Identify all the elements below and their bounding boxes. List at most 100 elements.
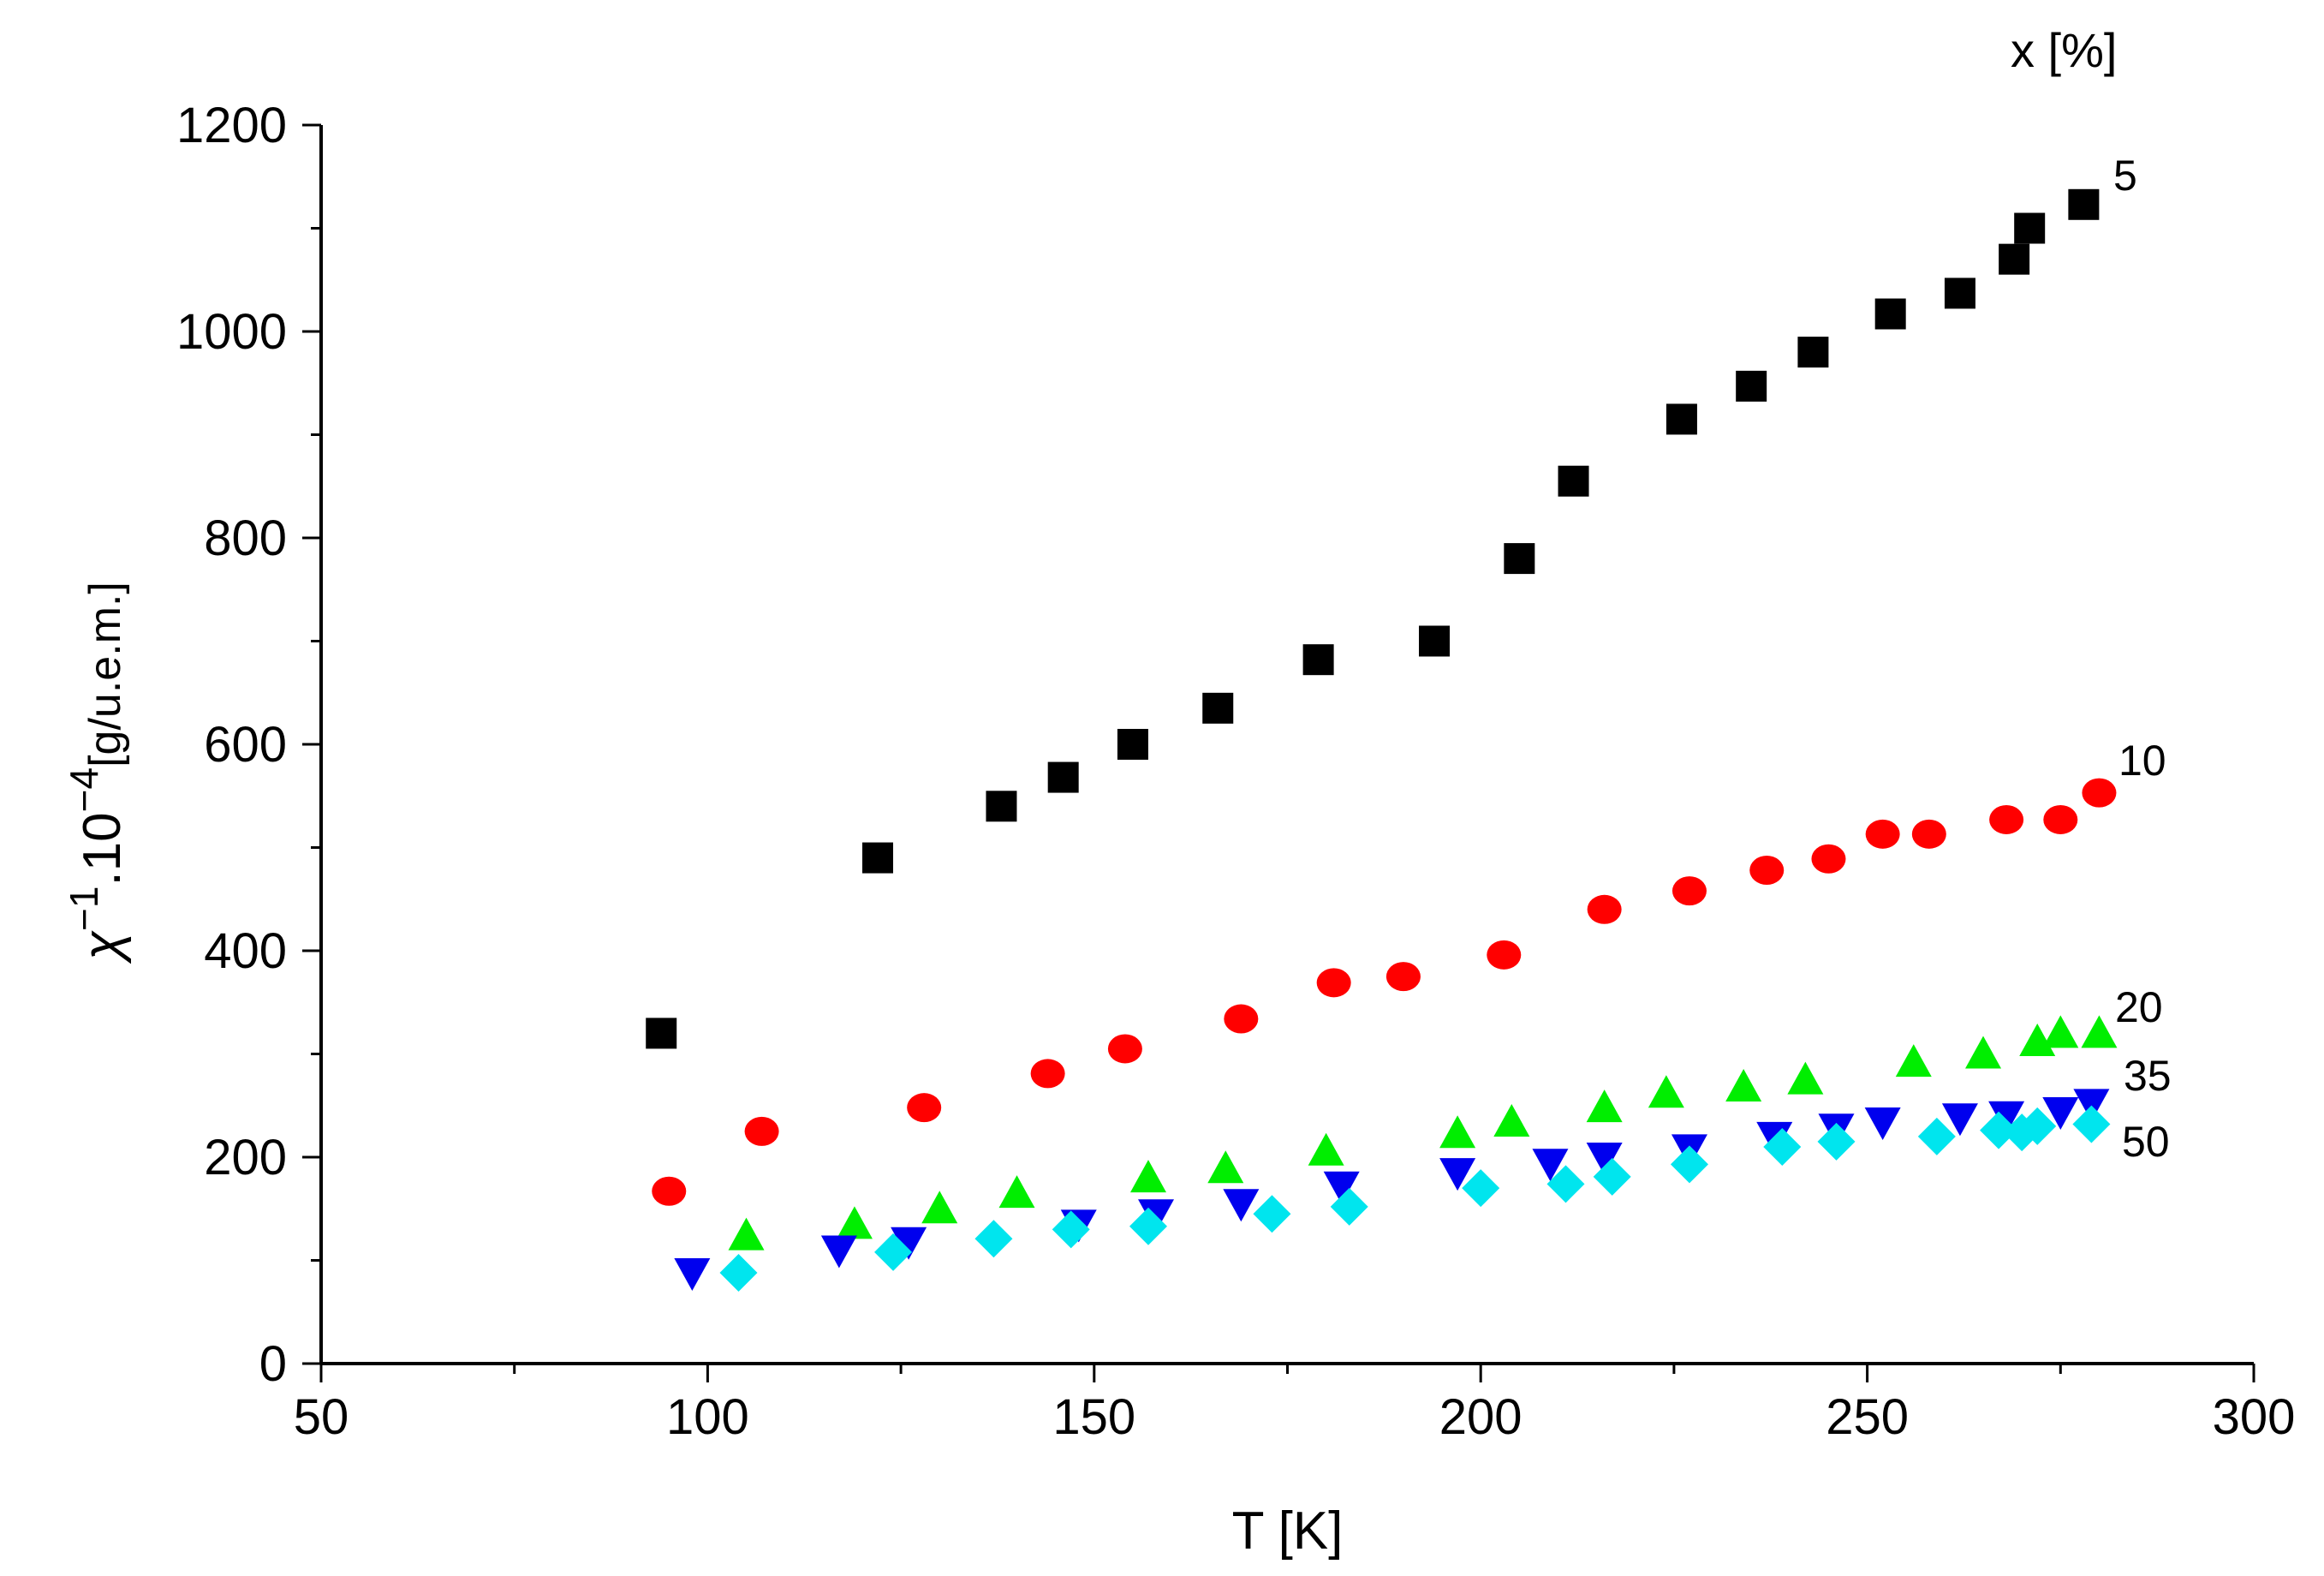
data-point — [1648, 1075, 1684, 1108]
series-label-20: 20 — [2115, 983, 2163, 1031]
data-point — [1047, 761, 1079, 793]
series-label-50: 50 — [2122, 1118, 2170, 1166]
data-point — [1504, 543, 1535, 575]
data-point — [1223, 1189, 1260, 1222]
y-tick-label: 1200 — [176, 98, 287, 153]
x-axis-label: T [K] — [1232, 1501, 1344, 1561]
x-tick-label: 50 — [294, 1389, 349, 1445]
data-point — [1532, 1149, 1569, 1182]
data-point — [1117, 729, 1148, 760]
data-point — [836, 1206, 873, 1239]
data-point — [1593, 1157, 1631, 1196]
data-point — [1671, 876, 1707, 906]
data-point — [1586, 1143, 1623, 1175]
y-tick-label: 400 — [204, 923, 287, 979]
data-point — [1725, 1069, 1762, 1102]
data-point — [2068, 188, 2100, 220]
data-point — [1988, 1101, 2025, 1134]
data-point — [1586, 1089, 1623, 1123]
data-point — [1493, 1104, 1530, 1137]
data-point — [2042, 1096, 2079, 1130]
data-point — [1797, 337, 1829, 368]
data-point — [1917, 1117, 1956, 1155]
y-axis-label-sup1: −1 — [62, 886, 106, 931]
data-point — [1895, 1044, 1932, 1078]
data-point — [891, 1227, 927, 1260]
data-point — [1558, 465, 1589, 497]
data-point — [1587, 894, 1622, 924]
data-point — [1989, 804, 2024, 834]
data-point — [2072, 1105, 2111, 1143]
data-point — [1030, 1059, 1065, 1089]
series-10 — [652, 778, 2117, 1206]
series-5 — [646, 188, 2100, 1049]
data-point — [2019, 1024, 2056, 1057]
data-point — [1302, 644, 1334, 676]
data-point — [998, 1175, 1035, 1209]
y-tick-label: 800 — [204, 510, 287, 566]
data-point — [1253, 1195, 1291, 1233]
axes — [319, 125, 2254, 1365]
y-tick-label: 1000 — [176, 304, 287, 360]
data-point — [1941, 1103, 1978, 1137]
data-point — [1439, 1158, 1476, 1191]
data-point — [1944, 278, 1975, 309]
data-point — [986, 791, 1017, 822]
data-point — [1129, 1207, 1167, 1245]
data-point — [1787, 1061, 1824, 1095]
data-point — [1316, 968, 1351, 998]
data-point — [1865, 819, 1900, 849]
data-point — [728, 1217, 765, 1251]
data-point — [2018, 1107, 2057, 1145]
data-point — [820, 1235, 857, 1269]
data-point — [2043, 804, 2078, 834]
y-axis-label-unit: [g/u.e.m.] — [80, 582, 130, 767]
data-point — [1999, 243, 2030, 275]
series-20 — [728, 1015, 2118, 1251]
data-point — [862, 842, 894, 874]
y-axis-label-mid: .10 — [73, 812, 132, 886]
data-point — [1817, 1122, 1856, 1161]
data-point — [1487, 940, 1522, 970]
data-point — [744, 1116, 779, 1146]
y-tick-label: 600 — [204, 717, 287, 773]
data-point — [1439, 1115, 1476, 1149]
data-point — [1736, 370, 1767, 402]
data-point — [1763, 1127, 1802, 1166]
y-tick-label: 0 — [259, 1336, 287, 1392]
data-point — [1666, 403, 1697, 435]
y-axis-label-sup2: −4 — [62, 767, 106, 812]
data-point — [1419, 625, 1451, 657]
data-point — [1129, 1160, 1166, 1193]
data-point — [1670, 1145, 1708, 1184]
data-point — [1385, 962, 1421, 992]
data-points — [646, 188, 2118, 1292]
data-point — [1911, 819, 1946, 849]
data-point — [2042, 1015, 2079, 1048]
data-point — [1864, 1107, 1901, 1141]
data-point — [652, 1176, 687, 1206]
series-label-5: 5 — [2113, 152, 2137, 200]
y-tick-label: 200 — [204, 1130, 287, 1185]
x-tick-label: 150 — [1052, 1389, 1135, 1445]
data-point — [1052, 1210, 1090, 1249]
data-point — [646, 1018, 677, 1049]
x-tick-label: 300 — [2213, 1389, 2296, 1445]
data-point — [907, 1093, 942, 1123]
data-point — [1546, 1165, 1585, 1203]
data-point — [1207, 1150, 1244, 1184]
data-point — [974, 1220, 1013, 1258]
data-point — [1874, 298, 1906, 330]
data-point — [1202, 692, 1234, 724]
series-50 — [719, 1105, 2111, 1292]
data-point — [1462, 1169, 1500, 1208]
labels: T [K] x [%] χ−1.10−4[g/u.e.m.] 5 10 20 35 50 — [62, 23, 2172, 1561]
data-point — [874, 1233, 913, 1271]
data-point — [2014, 212, 2046, 244]
data-point — [1107, 1034, 1142, 1064]
svg-text:χ−1.10−4[g/u.e.m.]: χ−1.10−4[g/u.e.m.] — [62, 582, 132, 964]
series-label-35: 35 — [2124, 1052, 2172, 1100]
data-point — [2073, 1089, 2110, 1122]
data-point — [1330, 1187, 1368, 1226]
data-point — [1308, 1132, 1344, 1166]
